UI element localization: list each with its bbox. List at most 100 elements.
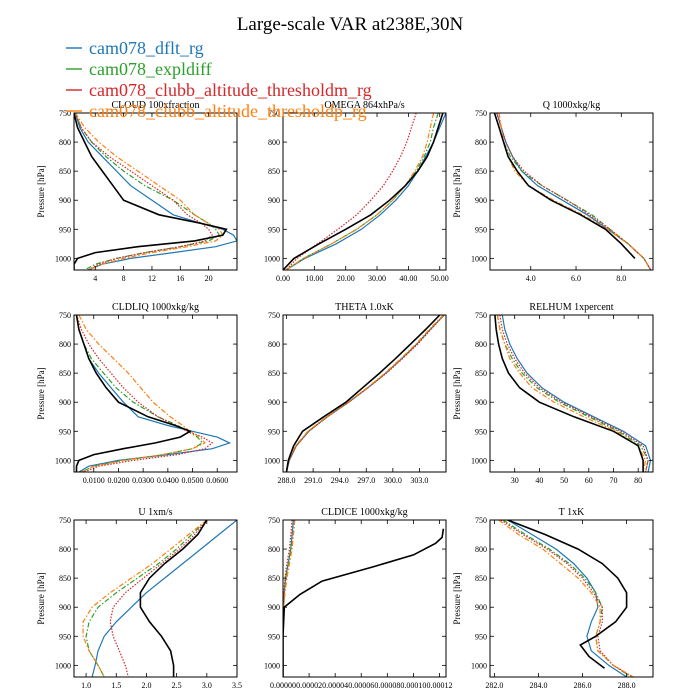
y-tick-label: 1000 (55, 254, 71, 263)
legend-entry: cam078_clubb_altitude_thresholdm_rg (89, 80, 372, 100)
series-line-cam078-dflt-rg (507, 520, 627, 677)
y-tick-label: 850 (59, 574, 71, 583)
series-line-obs (507, 520, 628, 669)
plot-frame (489, 112, 654, 271)
panel-title: CLOUD 100xfraction (111, 100, 199, 111)
y-tick-label: 800 (268, 545, 280, 554)
panel-9: 750 800 850 900 950 1000 282.0 284.0 286.0 288.0 T… (452, 507, 654, 690)
plot-frame (489, 314, 654, 473)
series-line-obs (285, 315, 441, 472)
x-tick-label: 288.0 (278, 476, 296, 485)
y-tick-label: 1000 (471, 456, 487, 465)
series-line-cam078-dflt-rg (91, 520, 237, 677)
y-tick-label: 850 (475, 369, 487, 378)
y-tick-label: 900 (59, 603, 71, 612)
y-tick-label: 850 (59, 369, 71, 378)
y-tick-label: 800 (475, 340, 487, 349)
x-tick-label: 0.00008 (374, 681, 400, 690)
series-line-cam078-dflt-rg (74, 113, 237, 270)
x-tick-label: 6.0 (571, 274, 581, 283)
x-tick-label: 286.0 (574, 681, 592, 690)
series-line-cam078-clubb-altitude-thresholdm-rg (285, 113, 417, 270)
series-line-obs (494, 315, 644, 472)
x-tick-label: 60 (585, 476, 593, 485)
y-tick-label: 950 (475, 427, 487, 436)
series-group (283, 113, 446, 270)
x-tick-label: 8 (122, 274, 126, 283)
y-tick-label: 850 (475, 167, 487, 176)
y-tick-label: 750 (475, 109, 487, 118)
x-tick-label: 30.00 (368, 274, 386, 283)
series-line-cam078-clubb-altitude-thresholdm-rg (109, 520, 208, 677)
x-tick-label: 0.00010 (400, 681, 426, 690)
series-group (493, 113, 652, 270)
x-tick-label: 0.0200 (107, 476, 129, 485)
y-tick-label: 900 (475, 196, 487, 205)
x-tick-label: 1.0 (81, 681, 91, 690)
y-tick-label: 850 (268, 369, 280, 378)
series-line-cam078-clubb-altitude-thresholdp-rg (283, 520, 296, 677)
series-line-cam078-expldiff (285, 113, 439, 270)
y-tick-label: 1000 (264, 456, 280, 465)
x-tick-label: 3.5 (232, 681, 242, 690)
plot-frame (73, 314, 238, 473)
series-line-cam078-expldiff (496, 315, 649, 472)
x-tick-label: 8.0 (616, 274, 626, 283)
series-line-cam078-clubb-altitude-thresholdp-rg (498, 520, 634, 677)
x-tick-label: 70 (609, 476, 617, 485)
x-tick-label: 0.00 (276, 274, 290, 283)
y-axis-label: Pressure [hPa] (452, 572, 462, 624)
x-tick-label: 2.0 (141, 681, 151, 690)
y-tick-label: 950 (59, 427, 71, 436)
panel-title: CLDICE 1000xkg/kg (321, 507, 407, 518)
y-tick-label: 1000 (264, 254, 280, 263)
y-tick-label: 800 (475, 545, 487, 554)
x-tick-label: 0.0500 (182, 476, 204, 485)
series-line-cam078-clubb-altitude-thresholdp-rg (78, 315, 206, 472)
y-tick-label: 900 (59, 196, 71, 205)
series-line-cam078-expldiff (75, 315, 204, 472)
y-tick-label: 750 (475, 516, 487, 525)
series-line-obs (283, 528, 445, 677)
y-tick-label: 950 (268, 427, 280, 436)
y-tick-label: 750 (268, 311, 280, 320)
x-tick-label: 0.00002 (296, 681, 322, 690)
series-line-obs (283, 113, 444, 270)
y-tick-label: 950 (475, 632, 487, 641)
x-tick-label: 20.00 (337, 274, 355, 283)
plot-frame (282, 112, 447, 271)
x-tick-label: 288.0 (618, 681, 636, 690)
series-line-cam078-clubb-altitude-thresholdp-rg (82, 520, 208, 677)
panel-title: U 1xm/s (138, 507, 172, 518)
series-line-cam078-dflt-rg (501, 315, 652, 472)
y-axis-label: Pressure [hPa] (452, 165, 462, 217)
series-line-cam078-clubb-altitude-thresholdp-rg (496, 315, 647, 472)
plot-frame (282, 314, 447, 473)
series-group (74, 113, 237, 270)
x-tick-label: 10.00 (305, 274, 323, 283)
x-tick-label: 0.00006 (348, 681, 374, 690)
panel-8: 750 800 850 900 950 1000 0.00000 0.00002 0.00004… (264, 507, 452, 690)
y-tick-label: 800 (268, 138, 280, 147)
x-tick-label: 291.0 (304, 476, 322, 485)
y-axis-label: Pressure [hPa] (36, 165, 46, 217)
x-tick-label: 0.00012 (426, 681, 452, 690)
x-tick-label: 0.00000 (270, 681, 296, 690)
series-group (494, 315, 652, 472)
y-tick-label: 750 (475, 311, 487, 320)
x-tick-label: 0.0100 (83, 476, 105, 485)
y-tick-label: 1000 (55, 456, 71, 465)
y-tick-label: 950 (59, 225, 71, 234)
panel-7: 750 800 850 900 950 1000 1.0 1.5 2.0 2.5 3.0 3.5 U 1… (36, 507, 242, 690)
plot-frame (282, 519, 447, 678)
x-tick-label: 282.0 (485, 681, 503, 690)
plot-frame (73, 519, 238, 678)
y-tick-label: 900 (475, 603, 487, 612)
panel-title: RELHUM 1xpercent (529, 302, 613, 313)
series-group (283, 520, 445, 677)
y-tick-label: 800 (59, 340, 71, 349)
y-tick-label: 1000 (264, 661, 280, 670)
y-tick-label: 800 (59, 138, 71, 147)
panel-title: Q 1000xkg/kg (543, 100, 601, 111)
